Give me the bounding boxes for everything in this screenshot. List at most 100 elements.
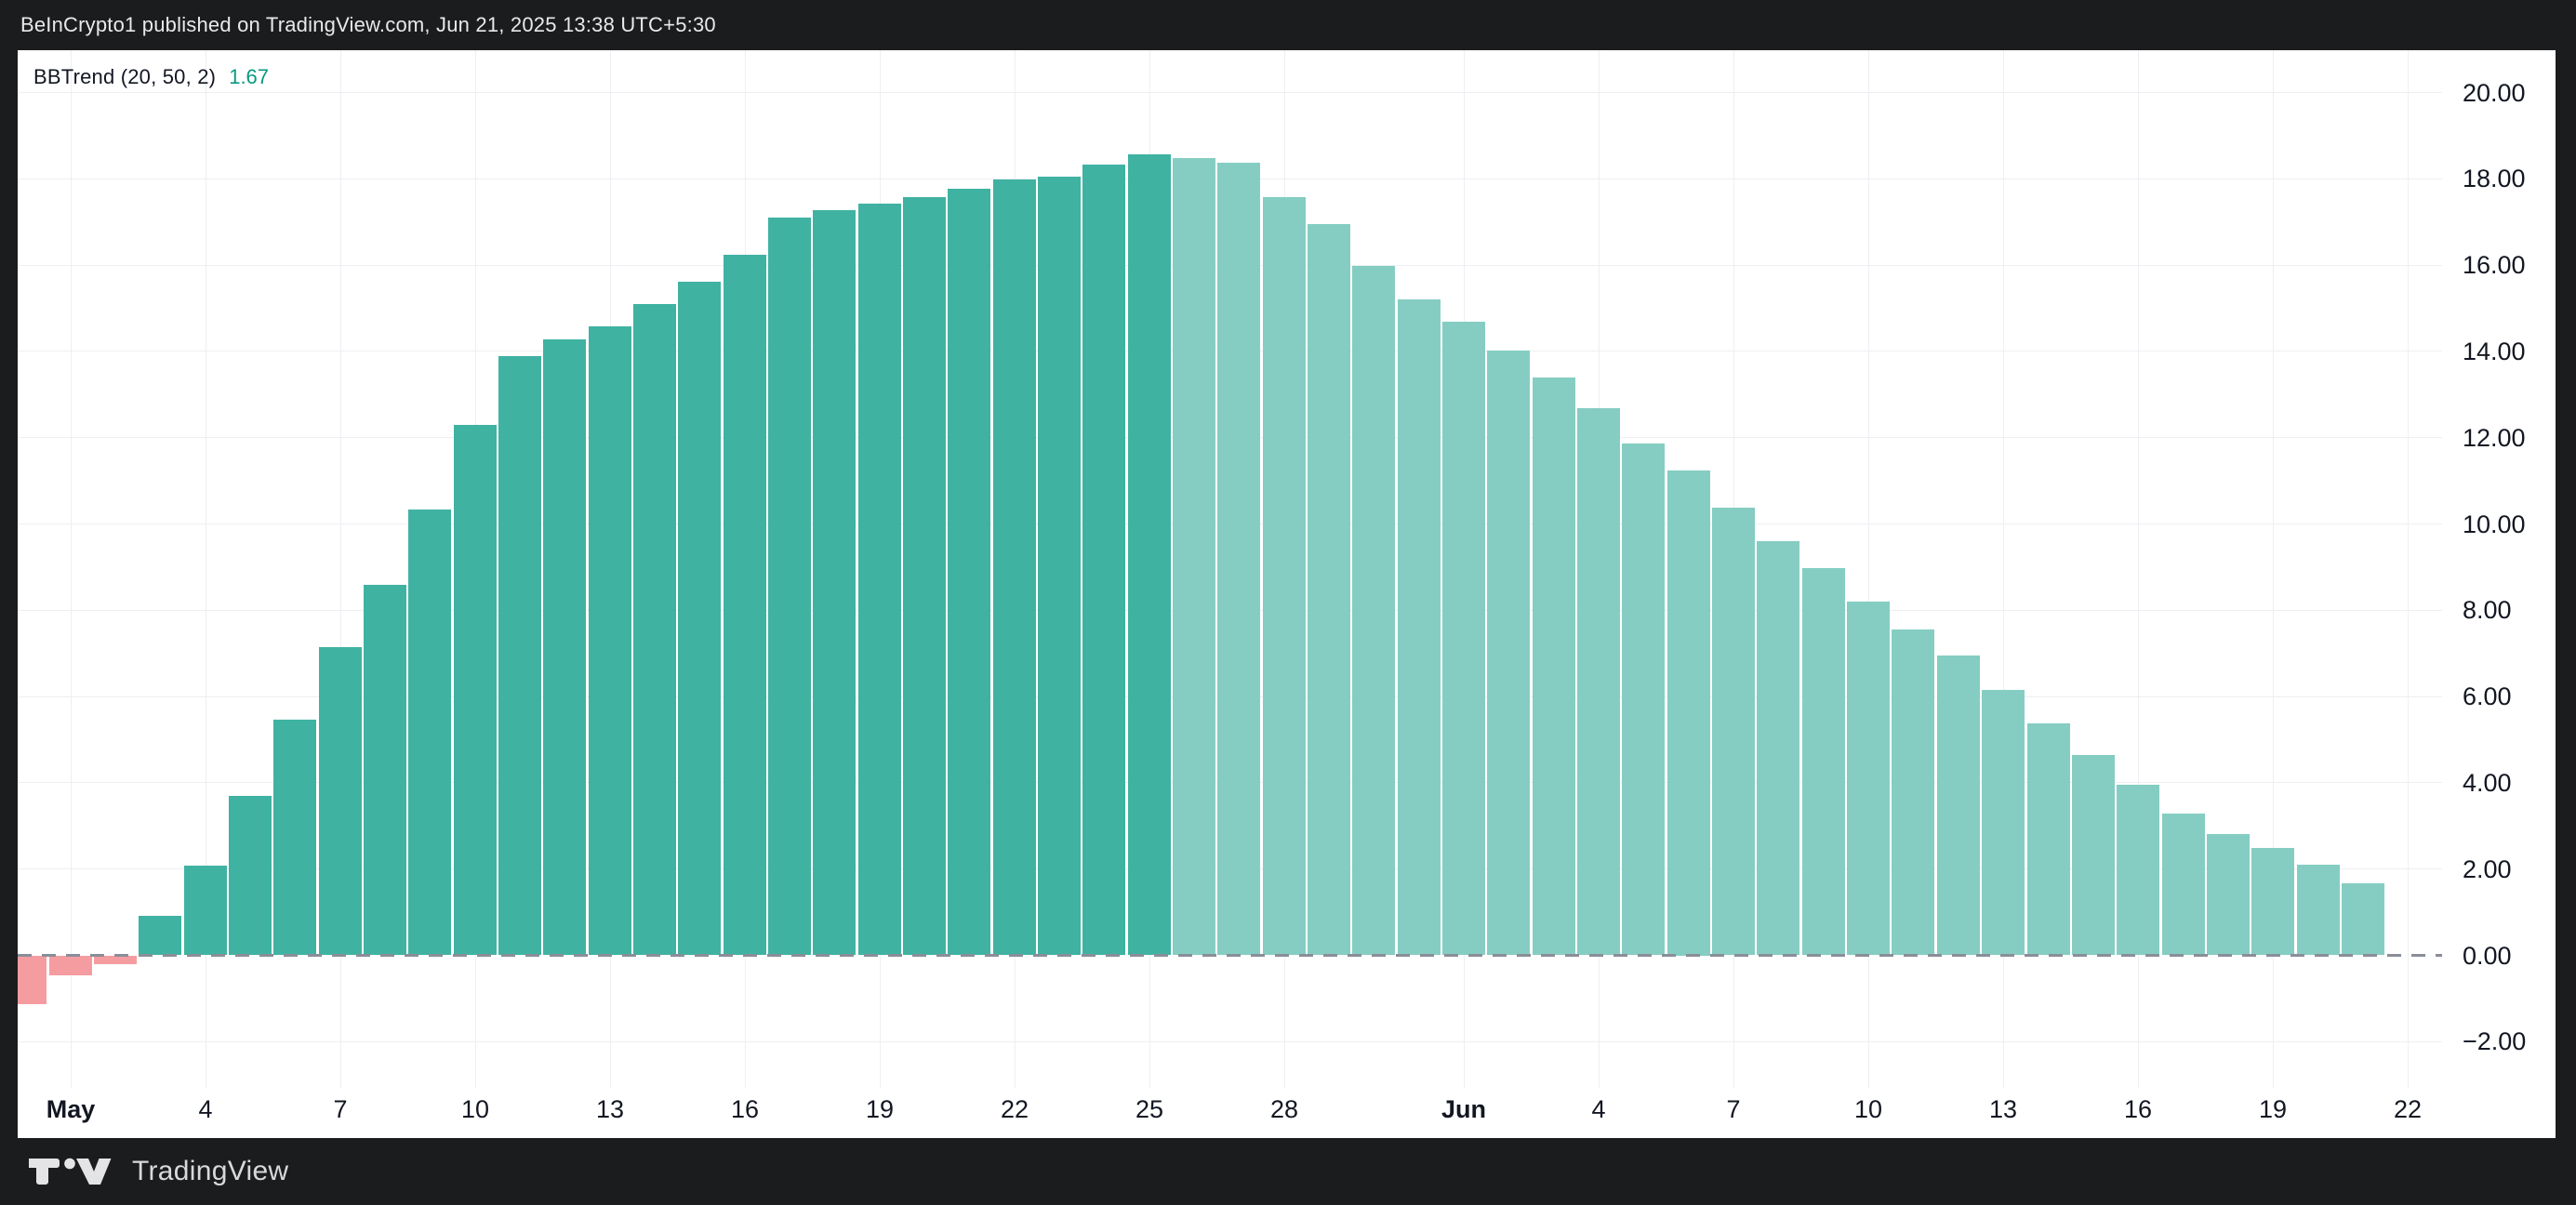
histogram-bar [1173,158,1216,956]
time-axis-label: 13 [595,1095,625,1123]
time-axis-label: 13 [1988,1095,2018,1123]
histogram-bar [2117,785,2160,956]
histogram-bar [2206,833,2250,956]
tradingview-wordmark: TradingView [132,1156,289,1186]
histogram-bar [1847,602,1891,956]
time-axis-label: 4 [198,1095,213,1123]
time-axis-label: 22 [1000,1095,1029,1123]
histogram-bar [1262,197,1306,956]
histogram-bar [1397,298,1441,956]
price-axis-label: −2.00 [2463,1027,2527,1056]
histogram-bar [992,179,1036,956]
attribution-text: BeInCrypto1 published on TradingView.com… [20,13,716,36]
histogram-bar [1217,163,1261,956]
histogram-bar [948,188,991,956]
price-axis-label: 12.00 [2463,423,2526,452]
tradingview-logo-icon [29,1158,112,1185]
indicator-legend[interactable]: BBTrend (20, 50, 2) 1.67 [33,65,269,89]
histogram-bar [813,210,856,956]
histogram-bar [1577,408,1621,956]
time-axis-label: 16 [730,1095,760,1123]
histogram-bar [1982,690,2025,956]
histogram-bar [498,355,541,956]
histogram-bar [2071,754,2115,956]
price-axis-label: 6.00 [2463,682,2512,711]
histogram-bar [588,325,631,956]
grid-line-vertical [2408,50,2409,1088]
grid-line-vertical [2138,50,2139,1088]
histogram-bar [1487,351,1531,956]
histogram-bar [678,282,722,956]
price-axis-label: 14.00 [2463,337,2526,365]
attribution-bar: BeInCrypto1 published on TradingView.com… [0,0,2576,50]
time-axis-label: 4 [1591,1095,1606,1123]
histogram-bars-layer [18,50,2556,1088]
histogram-bar [1442,321,1486,956]
grid-line-horizontal [18,92,2442,93]
grid-line-vertical [340,50,341,1088]
time-axis-label: 10 [460,1095,490,1123]
indicator-value: 1.67 [229,65,270,88]
histogram-bar [2026,722,2070,956]
histogram-bar [767,218,811,956]
grid-line-vertical [71,50,72,1088]
histogram-bar [18,955,47,1004]
time-axis-label: May [46,1095,96,1123]
histogram-bar [1801,567,1845,956]
time-axis-label: 28 [1269,1095,1299,1123]
histogram-bar [2341,883,2384,956]
price-axis-label: 16.00 [2463,251,2526,280]
price-axis-label: 18.00 [2463,165,2526,193]
price-axis-label: 4.00 [2463,768,2512,797]
price-axis-label: 10.00 [2463,510,2526,538]
grid-line-vertical [2273,50,2274,1088]
histogram-bar [2161,813,2205,956]
histogram-bar [1352,266,1396,956]
histogram-bar [857,204,901,956]
time-axis-label: 10 [1853,1095,1883,1123]
time-axis[interactable]: May 4 7 10 13 16 19 22 25 28 Jun 4 7 10 13 16 19 22 [0,1095,2538,1138]
time-axis-label: Jun [1441,1095,1487,1123]
price-axis-label: 0.00 [2463,941,2512,970]
histogram-bar [723,254,766,956]
indicator-name: BBTrend (20, 50, 2) [33,65,217,88]
histogram-bar [1308,224,1351,956]
histogram-bar [363,584,406,956]
time-axis-label: 16 [2123,1095,2153,1123]
histogram-bar [543,339,587,956]
histogram-bar [1082,165,1126,956]
histogram-bar [93,955,137,965]
time-axis-label: 19 [2258,1095,2288,1123]
price-axis[interactable]: 20.00 18.00 16.00 14.00 12.00 10.00 8.00 6.00 4.… [2427,50,2556,1138]
histogram-bar [1622,444,1666,956]
histogram-bar [1936,655,1980,956]
grid-line-vertical [1868,50,1869,1088]
histogram-bar [1532,377,1575,956]
price-axis-label: 20.00 [2463,78,2526,107]
grid-line-horizontal [18,1040,2442,1042]
histogram-bar [1712,507,1756,956]
histogram-bar [273,720,317,956]
histogram-bar [1892,629,1935,956]
histogram-bar [632,304,676,956]
time-axis-label: 25 [1135,1095,1164,1123]
histogram-bar [1127,153,1171,956]
time-axis-label: 7 [1726,1095,1741,1123]
histogram-bar [318,646,362,956]
histogram-bar [48,955,92,975]
histogram-bar [228,795,272,956]
grid-line-vertical [2003,50,2004,1088]
time-axis-label: 7 [333,1095,348,1123]
histogram-bar [453,424,497,956]
histogram-bar [1757,540,1800,956]
time-axis-label: 19 [865,1095,895,1123]
histogram-bar [2296,865,2340,956]
branding-bar: TradingView [0,1138,2576,1205]
zero-line [18,954,2442,957]
histogram-bar [2251,847,2295,956]
price-axis-label: 2.00 [2463,854,2512,883]
price-axis-label: 8.00 [2463,596,2512,625]
histogram-bar [903,196,946,956]
tradingview-logo[interactable]: TradingView [28,1156,288,1187]
